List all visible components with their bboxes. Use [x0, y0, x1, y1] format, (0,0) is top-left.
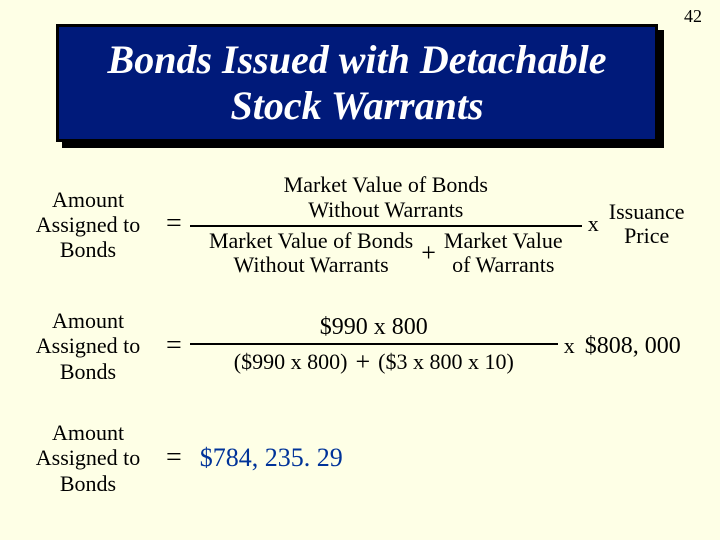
- fraction-bar: [190, 343, 558, 345]
- denom-right-line1: Market Value: [444, 229, 563, 253]
- tail-line1: Issuance: [609, 200, 685, 224]
- tail-symbolic: Issuance Price: [609, 200, 685, 248]
- fraction-numeric: $990 x 800 ($990 x 800) + ($3 x 800 x 10…: [190, 314, 558, 377]
- multiply-sign: x: [588, 211, 599, 237]
- title-box: Bonds Issued with Detachable Stock Warra…: [56, 24, 658, 142]
- denom-right-numeric: ($3 x 800 x 10): [378, 350, 514, 374]
- lhs-line2: Assigned to: [18, 333, 158, 358]
- plus-sign: +: [355, 347, 370, 377]
- denom-left-numeric: ($990 x 800): [234, 350, 348, 374]
- numerator-numeric: $990 x 800: [314, 314, 434, 341]
- equals-sign: =: [166, 442, 182, 474]
- lhs-line3: Bonds: [18, 471, 158, 496]
- formula-row-numeric: Amount Assigned to Bonds = $990 x 800 ($…: [18, 308, 681, 384]
- numerator-line2: Without Warrants: [284, 197, 488, 222]
- denom-left: Market Value of Bonds Without Warrants: [209, 229, 413, 277]
- lhs-label: Amount Assigned to Bonds: [18, 420, 158, 496]
- page-number: 42: [684, 6, 702, 27]
- fraction-bar: [190, 225, 582, 227]
- numerator-line1: Market Value of Bonds: [284, 172, 488, 197]
- lhs-line1: Amount: [18, 308, 158, 333]
- formula-row-symbolic: Amount Assigned to Bonds = Market Value …: [18, 172, 685, 277]
- denom-right: Market Value of Warrants: [444, 229, 563, 277]
- equals-sign: =: [166, 208, 182, 240]
- denom-right-line2: of Warrants: [444, 253, 563, 277]
- lhs-label: Amount Assigned to Bonds: [18, 308, 158, 384]
- lhs-line2: Assigned to: [18, 212, 158, 237]
- equals-sign: =: [166, 330, 182, 362]
- numerator-symbolic: Market Value of Bonds Without Warrants: [278, 172, 494, 223]
- lhs-line1: Amount: [18, 420, 158, 445]
- fraction-symbolic: Market Value of Bonds Without Warrants M…: [190, 172, 582, 277]
- lhs-label: Amount Assigned to Bonds: [18, 187, 158, 263]
- lhs-line2: Assigned to: [18, 445, 158, 470]
- denominator-numeric: ($990 x 800) + ($3 x 800 x 10): [228, 347, 520, 377]
- lhs-line1: Amount: [18, 187, 158, 212]
- result-value: $784, 235. 29: [200, 443, 343, 473]
- lhs-line3: Bonds: [18, 237, 158, 262]
- slide-title: Bonds Issued with Detachable Stock Warra…: [59, 37, 655, 129]
- tail-numeric: $808, 000: [585, 333, 681, 359]
- multiply-sign: x: [564, 333, 575, 359]
- denom-left-line2: Without Warrants: [209, 253, 413, 277]
- formula-row-result: Amount Assigned to Bonds = $784, 235. 29: [18, 420, 343, 496]
- plus-sign: +: [421, 238, 436, 268]
- tail-line2: Price: [624, 224, 669, 248]
- denom-left-line1: Market Value of Bonds: [209, 229, 413, 253]
- lhs-line3: Bonds: [18, 359, 158, 384]
- denominator-symbolic: Market Value of Bonds Without Warrants +…: [203, 229, 569, 277]
